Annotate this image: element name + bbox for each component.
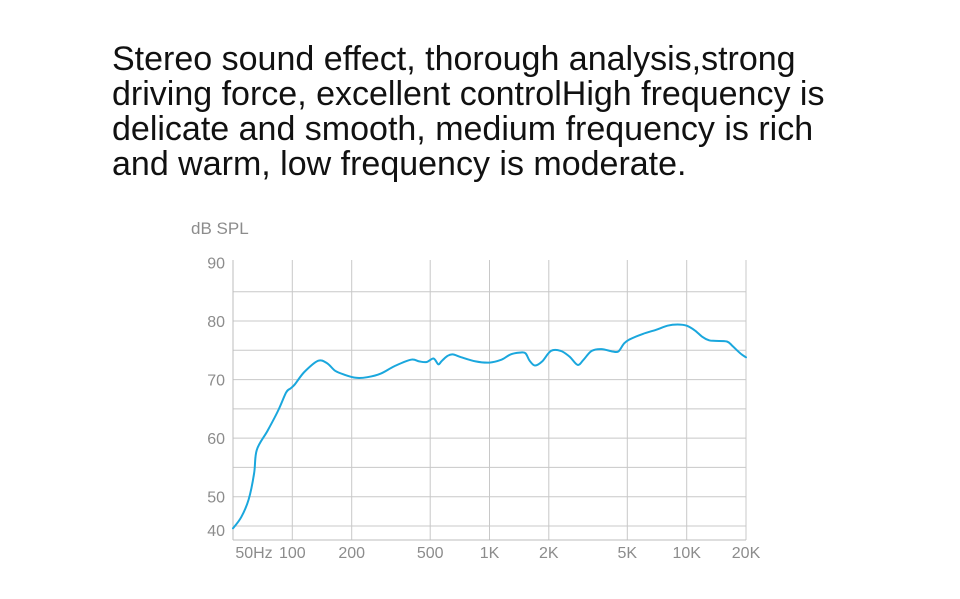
headline-line-2: driving force, excellent controlHigh fre… [112,75,825,113]
x-tick-label: 100 [279,545,306,562]
headline-line-4: and warm, low frequency is moderate. [112,145,687,183]
headline: Stereo sound effect, thorough analysis,s… [112,42,912,182]
x-tick-label: 200 [338,545,365,562]
series-layer [232,323,747,530]
frequency-response-line [232,323,747,530]
headline-line-3: delicate and smooth, medium frequency is… [112,110,814,148]
x-tick-label: 2K [539,545,559,562]
x-tick-labels: 50Hz 100 200 500 1K 2K 5K 10K 20K [235,545,760,562]
y-tick-label: 80 [207,314,225,331]
y-axis-unit-label: dB SPL [191,219,249,238]
x-tick-label: 5K [618,545,638,562]
x-tick-label: 500 [417,545,444,562]
headline-line-1: Stereo sound effect, thorough analysis,s… [112,40,796,78]
grid [232,260,747,541]
y-tick-label: 60 [207,431,225,448]
y-tick-label: 40 [207,523,225,540]
x-tick-label: 20K [732,545,761,562]
x-tick-label: 50Hz [235,545,272,562]
y-tick-labels: 40 50 60 70 80 90 [207,255,225,540]
x-tick-label: 1K [480,545,500,562]
y-tick-label: 90 [207,255,225,272]
x-tick-label: 10K [672,545,701,562]
y-tick-label: 70 [207,373,225,390]
y-tick-label: 50 [207,490,225,507]
